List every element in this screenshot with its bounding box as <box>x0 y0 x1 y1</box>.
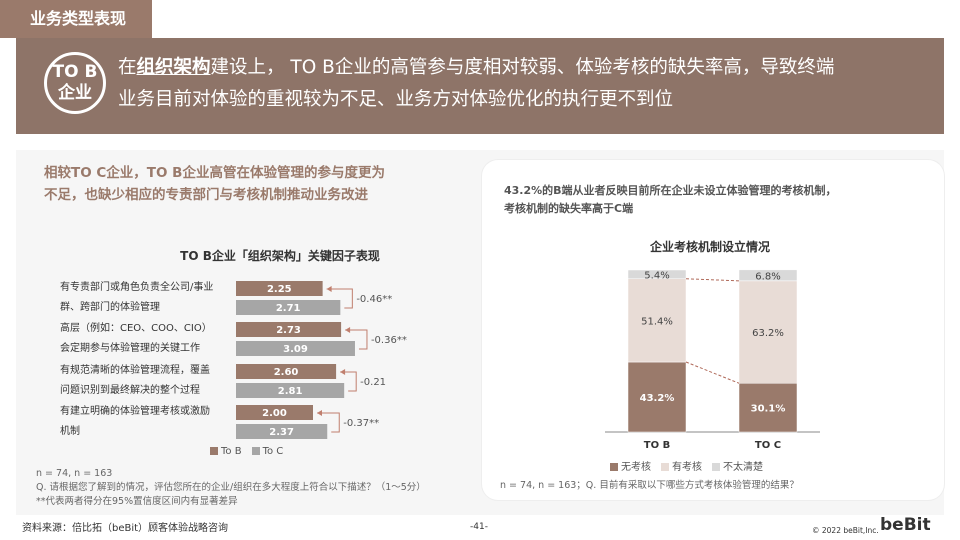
stack-segment <box>738 382 798 433</box>
headline-emphasis: 组织架构 <box>136 57 211 78</box>
headline-text: 在组织架构建设上， TO B企业的高管参与度相对较弱、体验考核的缺失率高，导致终… <box>118 52 938 116</box>
diff-arrow <box>345 327 351 333</box>
bar-toc <box>236 383 345 398</box>
left-chart-title: TO B企业「组织架构」关键因子表现 <box>180 249 380 263</box>
left-heading: 相较TO C企业，TO B企业高管在体验管理的参与度更为 不足，也缺少相应的专责… <box>44 162 464 206</box>
bar-toc <box>236 341 355 356</box>
diff-arrow <box>326 286 332 292</box>
copyright: © 2022 beBit,Inc. <box>812 526 879 535</box>
category-label: TO B <box>644 440 670 451</box>
bar-label-toc: 2.81 <box>278 386 303 397</box>
right-note: n = 74, n = 163；Q. 目前有采取以下哪些方式考核体验管理的结果？ <box>500 480 799 491</box>
right-legend: 无考核 有考核 不太清楚 <box>610 458 763 473</box>
legend-has: 有考核 <box>661 458 702 473</box>
segment-label: 6.8% <box>755 271 780 282</box>
segment-label: 5.4% <box>644 270 669 281</box>
bar-label-tob: 2.00 <box>262 408 287 419</box>
row-label-line1: 有建立明确的体验管理考核或激励 <box>60 406 210 417</box>
bar-label-toc: 3.09 <box>283 344 308 355</box>
bar-tob <box>236 405 313 420</box>
left-heading-line2: 不足，也缺少相应的专责部门与考核机制推动业务改进 <box>44 187 368 203</box>
segment-badge: TO B 企业 <box>44 52 106 114</box>
left-significance-note: **代表两者得分在95%置信度区间内有显著差异 <box>36 496 238 507</box>
left-heading-line1: 相较TO C企业，TO B企业高管在体验管理的参与度更为 <box>44 165 385 181</box>
right-heading-line2: 考核机制的缺失率高于C端 <box>504 202 634 215</box>
row-label-line1: 有规范清晰的体验管理流程，覆盖 <box>60 365 210 376</box>
page-number: -41- <box>470 522 488 532</box>
right-chart-title: 企业考核机制设立情况 <box>649 240 770 254</box>
diff-label: -0.37** <box>343 418 379 429</box>
bar-label-toc: 2.37 <box>269 427 294 438</box>
bar-toc <box>236 424 328 439</box>
left-legend: To B To C <box>210 446 283 457</box>
segment-label: 43.2% <box>640 393 675 404</box>
row-label-line1: 有专责部门或角色负责全公司/事业 <box>60 282 214 293</box>
segment-label: 63.2% <box>752 328 784 339</box>
stack-segment <box>627 269 687 279</box>
diff-label: -0.46** <box>356 294 392 305</box>
diff-bracket <box>340 371 357 392</box>
left-question-note: Q. 请根据您了解到的情况，评估您所在的企业/组织在多大程度上符合以下描述？（1… <box>36 482 426 493</box>
diff-label: -0.36** <box>371 335 407 346</box>
bar-toc <box>236 300 341 315</box>
diff-label: -0.21 <box>360 377 386 388</box>
row-label: 高层（例如：CEO、COO、CIO） 会定期参与体验管理的关键工作 <box>60 319 212 359</box>
bar-label-tob: 2.60 <box>274 367 299 378</box>
headline-banner: TO B 企业 在组织架构建设上， TO B企业的高管参与度相对较弱、体验考核的… <box>16 38 944 134</box>
diff-arrow <box>317 410 322 416</box>
bar-label-tob: 2.25 <box>267 284 292 295</box>
row-label: 有建立明确的体验管理考核或激励 机制 <box>60 402 210 442</box>
legend-unclear: 不太清楚 <box>712 458 763 473</box>
row-label-line1: 高层（例如：CEO、COO、CIO） <box>60 323 212 334</box>
section-tag: 业务类型表现 <box>0 0 152 38</box>
right-heading-line1: 43.2%的B端从业者反映目前所在企业未设立体验管理的考核机制， <box>504 184 837 197</box>
row-label-line2: 问题识别到最终解决的整个过程 <box>60 385 200 396</box>
row-label-line2: 机制 <box>60 426 80 437</box>
diff-arrow <box>340 369 346 375</box>
diff-bracket <box>317 412 340 433</box>
badge-line1: TO B <box>52 62 98 82</box>
legend-tob: To B <box>210 446 242 457</box>
legend-toc: To C <box>251 446 283 457</box>
row-label: 有规范清晰的体验管理流程，覆盖 问题识别到最终解决的整个过程 <box>60 361 210 401</box>
bar-tob <box>236 364 337 379</box>
company-logo: beBit <box>880 515 931 535</box>
segment-label: 30.1% <box>751 404 786 415</box>
bar-label-tob: 2.73 <box>276 325 301 336</box>
connector-line <box>685 278 740 282</box>
stack-segment <box>738 269 798 282</box>
bar-label-toc: 2.71 <box>276 303 301 314</box>
diff-bracket <box>326 288 353 309</box>
row-label-line2: 会定期参与体验管理的关键工作 <box>60 343 200 354</box>
right-card: 43.2%的B端从业者反映目前所在企业未设立体验管理的考核机制， 考核机制的缺失… <box>482 160 944 500</box>
left-sample-note: n = 74, n = 163 <box>36 468 113 479</box>
headline-line1: 建设上， TO B企业的高管参与度相对较弱、体验考核的缺失率高，导致终端 <box>210 57 835 78</box>
badge-line2: 企业 <box>58 83 92 103</box>
row-label: 有专责部门或角色负责全公司/事业 群、跨部门的体验管理 <box>60 278 213 318</box>
legend-none: 无考核 <box>610 458 651 473</box>
diff-bracket <box>345 329 368 350</box>
row-label-line2: 群、跨部门的体验管理 <box>60 302 160 313</box>
headline-line2: 业务目前对体验的重视较为不足、业务方对体验优化的执行更不到位 <box>118 89 674 110</box>
segment-label: 51.4% <box>641 316 673 327</box>
headline-prefix: 在 <box>118 57 137 78</box>
bar-tob <box>236 281 323 296</box>
right-heading: 43.2%的B端从业者反映目前所在企业未设立体验管理的考核机制， 考核机制的缺失… <box>504 182 924 218</box>
bar-tob <box>236 322 342 337</box>
connector-line <box>685 361 740 384</box>
footer-source: 资料来源：倍比拓（beBit）顾客体验战略咨询 <box>22 523 229 534</box>
category-label: TO C <box>755 440 781 451</box>
stack-segment <box>738 280 798 384</box>
